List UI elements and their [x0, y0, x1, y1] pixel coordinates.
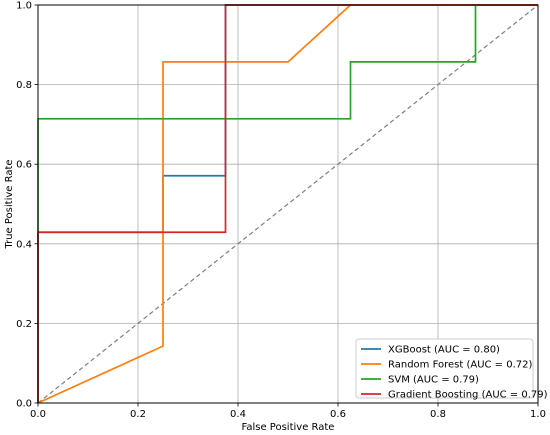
x-tick-label: 0.2 — [130, 409, 146, 420]
y-tick-label: 1.0 — [16, 1, 32, 12]
chance-diagonal — [37, 4, 539, 404]
x-tick-label: 0.8 — [430, 409, 446, 420]
y-tick-label: 0.2 — [16, 319, 32, 330]
y-tick-label: 0.0 — [16, 399, 32, 410]
y-tick-label: 0.6 — [16, 160, 32, 171]
legend-label: Gradient Boosting (AUC = 0.79) — [388, 390, 548, 401]
x-axis-label: False Positive Rate — [242, 422, 335, 433]
y-tick-label: 0.4 — [16, 239, 32, 250]
x-tick-label: 0.4 — [230, 409, 246, 420]
legend: XGBoost (AUC = 0.80) Random Forest (AUC =… — [355, 338, 548, 401]
legend-label: SVM (AUC = 0.79) — [388, 375, 479, 386]
x-tick-label: 0.0 — [30, 409, 46, 420]
x-tick-label: 0.6 — [330, 409, 346, 420]
y-axis-label: True Positive Rate — [4, 159, 15, 249]
legend-label: Random Forest (AUC = 0.72) — [388, 360, 532, 371]
axis-ticks: 0.0 0.2 0.4 0.6 0.8 1.0 0.0 0.2 0.4 0.6 0.8 1.0 — [16, 1, 546, 421]
x-tick-label: 1.0 — [530, 409, 546, 420]
legend-box — [355, 338, 534, 399]
plot-frame — [37, 4, 539, 404]
y-tick-label: 0.8 — [16, 80, 32, 91]
chance-line — [37, 4, 539, 404]
legend-label: XGBoost (AUC = 0.80) — [388, 345, 500, 356]
